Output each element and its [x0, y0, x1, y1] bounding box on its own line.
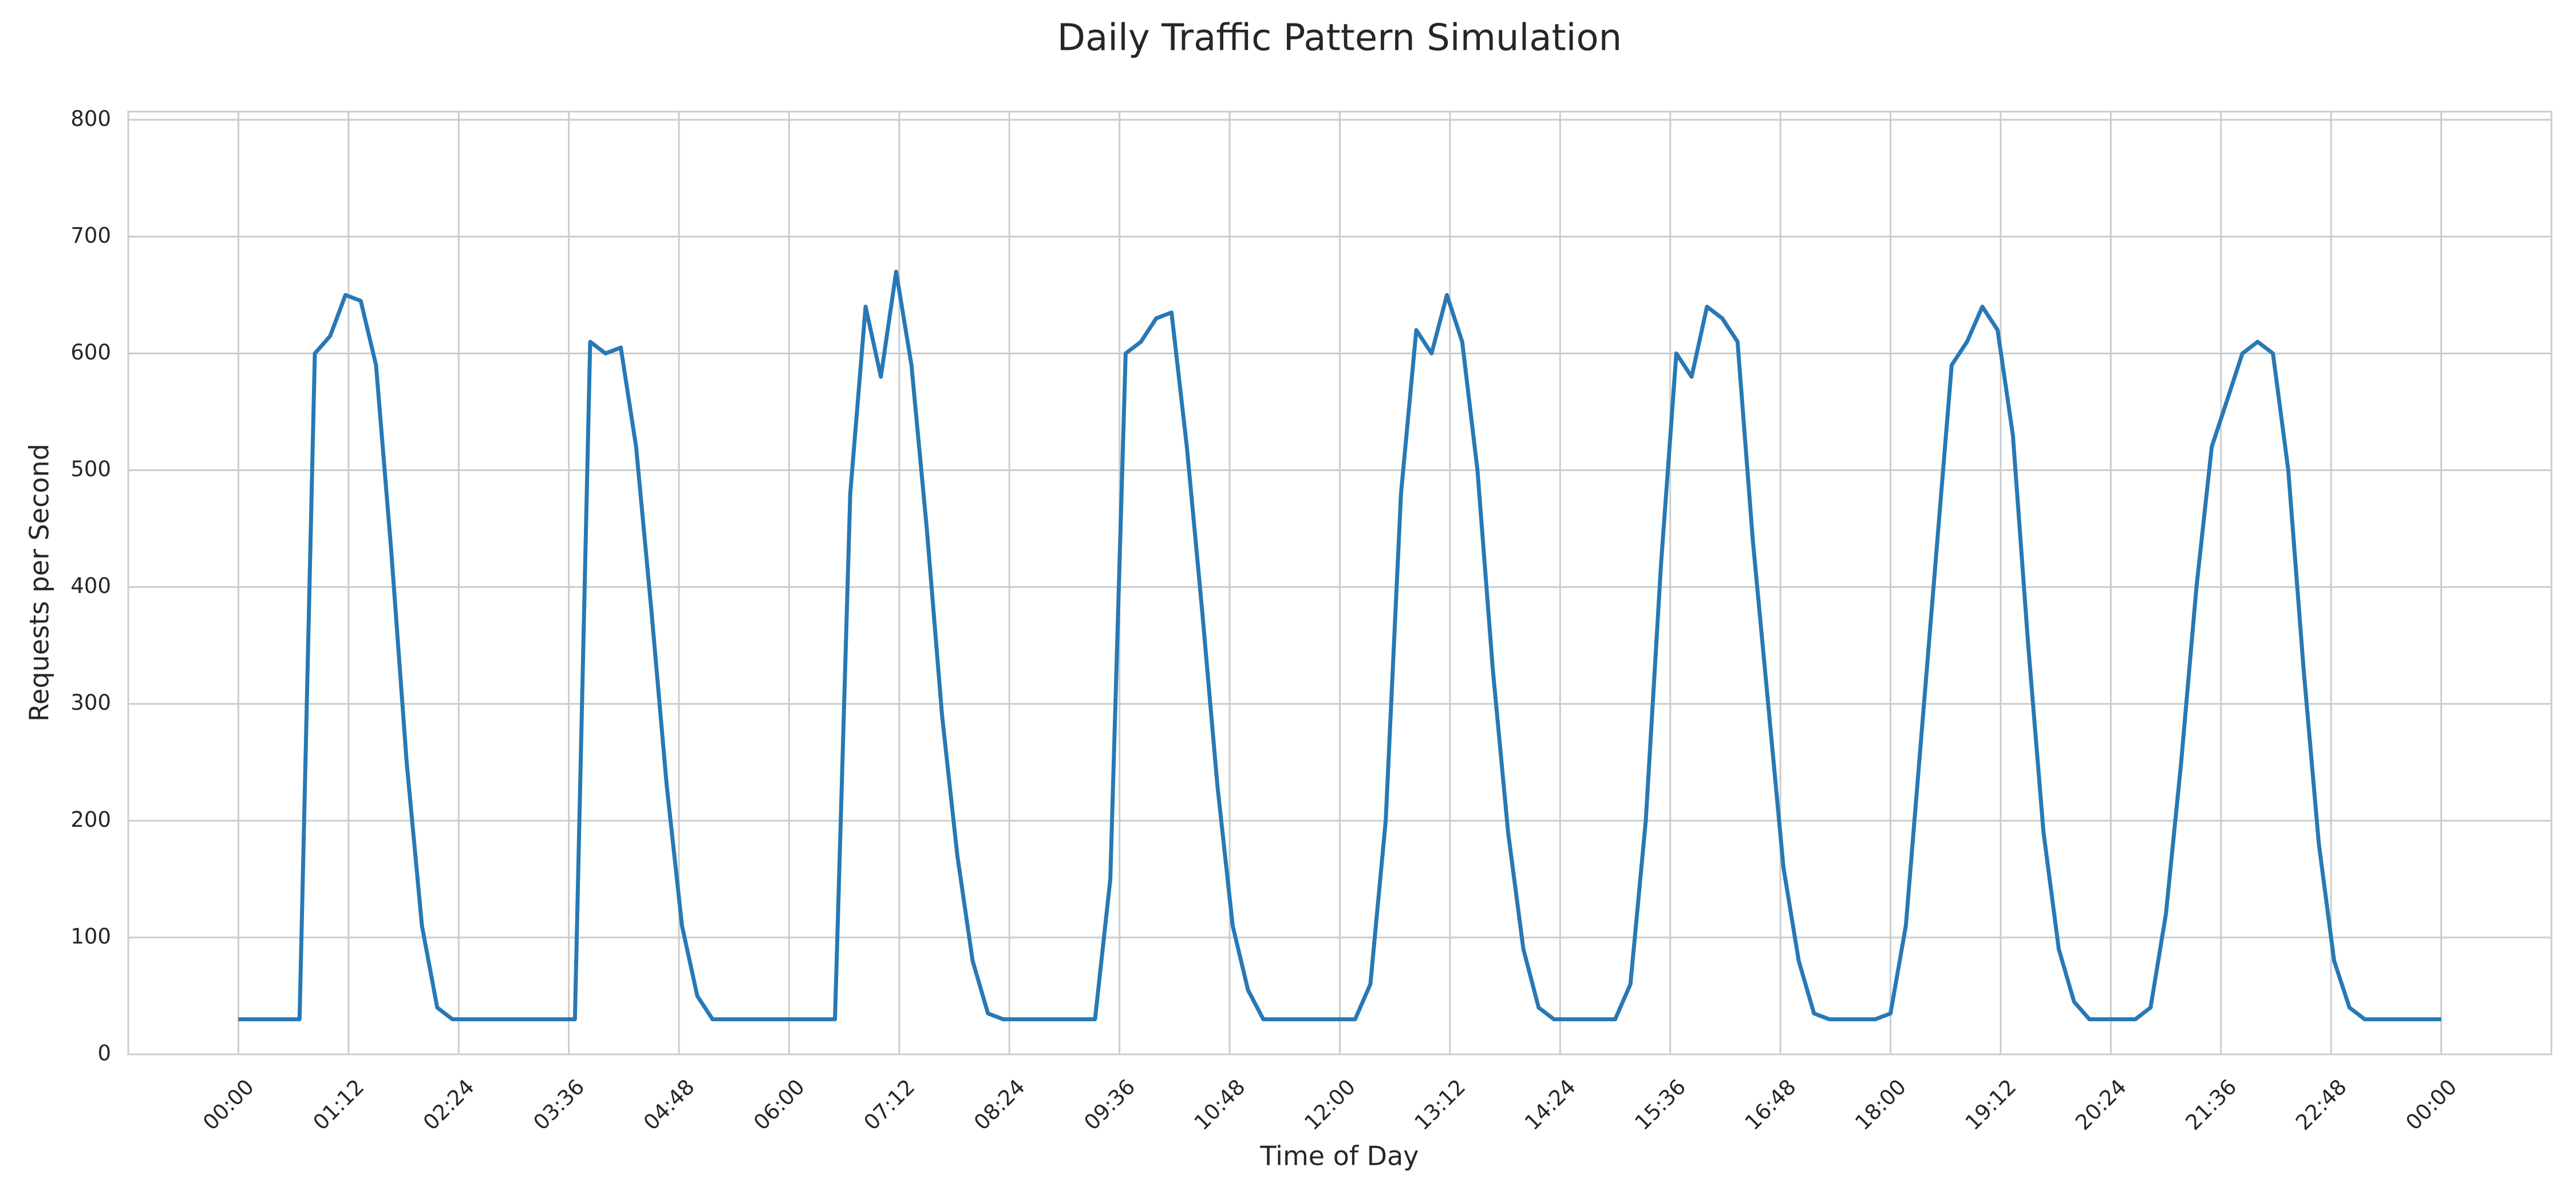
x-tick-label: 00:00: [2401, 1074, 2462, 1135]
y-tick-label: 500: [70, 457, 111, 481]
x-tick-label: 13:12: [1410, 1074, 1471, 1135]
x-tick-label: 01:12: [309, 1074, 369, 1135]
y-tick-label: 100: [70, 924, 111, 948]
x-tick-label: 08:24: [969, 1074, 1030, 1135]
x-tick-label: 18:00: [1850, 1074, 1911, 1135]
y-tick-label: 200: [70, 807, 111, 832]
plot-frame: [127, 110, 2553, 1055]
x-tick-label: 22:48: [2291, 1074, 2352, 1135]
x-tick-label: 14:24: [1520, 1074, 1581, 1135]
x-tick-label: 20:24: [2071, 1074, 2131, 1135]
x-axis-label: Time of Day: [1260, 1141, 1419, 1172]
chart-title: Daily Traffic Pattern Simulation: [1057, 17, 1622, 60]
y-tick-label: 800: [70, 106, 111, 131]
x-tick-label: 00:00: [198, 1074, 259, 1135]
x-tick-label: 07:12: [859, 1074, 920, 1135]
y-tick-label: 300: [70, 690, 111, 715]
x-tick-label: 16:48: [1740, 1074, 1801, 1135]
y-tick-label: 700: [70, 223, 111, 248]
x-tick-label: 03:36: [528, 1074, 589, 1135]
x-tick-label: 21:36: [2181, 1074, 2242, 1135]
y-tick-label: 0: [97, 1041, 111, 1066]
x-tick-label: 09:36: [1079, 1074, 1140, 1135]
x-tick-label: 02:24: [418, 1074, 479, 1135]
y-axis-label: Requests per Second: [24, 444, 55, 722]
x-tick-label: 15:36: [1630, 1074, 1691, 1135]
x-tick-label: 10:48: [1190, 1074, 1250, 1135]
x-tick-label: 04:48: [639, 1074, 700, 1135]
x-tick-label: 06:00: [749, 1074, 809, 1135]
x-tick-label: 12:00: [1299, 1074, 1360, 1135]
y-tick-label: 600: [70, 340, 111, 365]
data-line: [238, 270, 2441, 1022]
x-tick-label: 19:12: [1961, 1074, 2021, 1135]
y-tick-label: 400: [70, 574, 111, 598]
